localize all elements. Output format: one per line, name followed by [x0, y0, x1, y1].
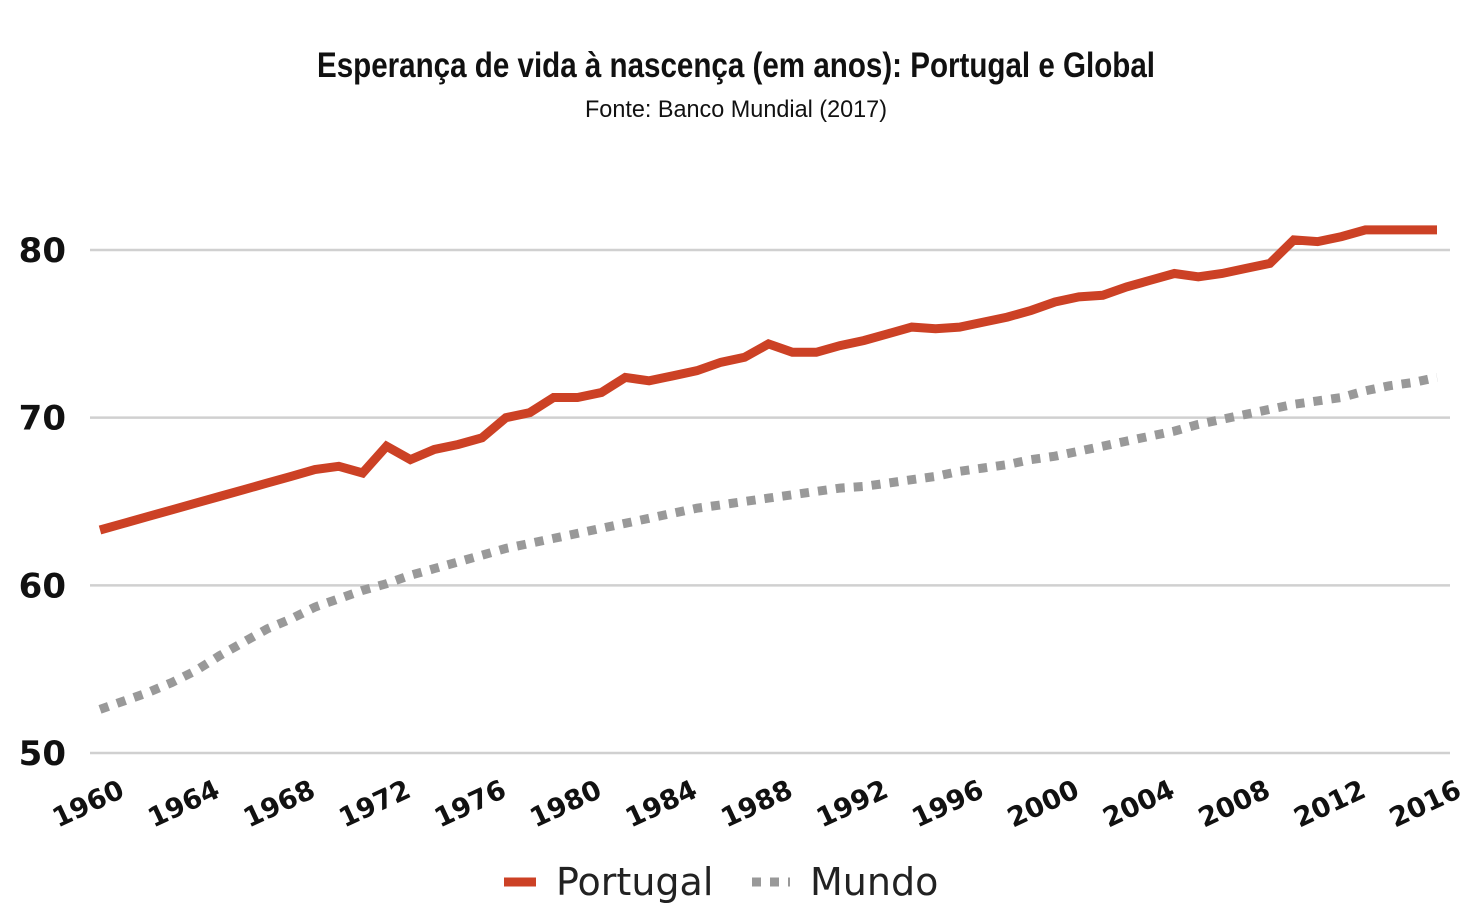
series-line-portugal	[98, 225, 1437, 535]
y-tick-label: 50	[19, 734, 66, 774]
y-tick-label: 70	[19, 399, 66, 439]
x-tick-label: 1980	[525, 774, 606, 834]
y-tick-label: 80	[19, 231, 66, 271]
gridlines	[90, 248, 1450, 755]
series-lines	[98, 225, 1438, 714]
legend: Portugal Mundo	[504, 860, 938, 904]
x-tick-label: 1972	[334, 774, 415, 834]
x-tick-label: 1992	[812, 774, 893, 834]
x-tick-label: 2004	[1098, 774, 1179, 834]
x-tick-label: 2016	[1385, 774, 1466, 834]
x-tick-label: 2008	[1194, 774, 1275, 834]
x-tick-label: 1996	[907, 774, 988, 834]
x-tick-label: 2000	[1003, 774, 1084, 834]
x-tick-label: 1960	[48, 774, 129, 834]
series-line-mundo	[98, 372, 1438, 714]
legend-label-portugal: Portugal	[556, 860, 713, 904]
chart-title: Esperança de vida à nascença (em anos): …	[317, 46, 1155, 85]
legend-label-mundo: Mundo	[810, 860, 938, 904]
y-tick-label: 60	[19, 566, 66, 606]
chart-subtitle: Fonte: Banco Mundial (2017)	[585, 96, 887, 123]
x-axis-ticks: 1960 1964 1968 1972 1976 1980 1984 1988 1992 1996…	[48, 774, 1466, 834]
x-tick-label: 1988	[716, 774, 797, 834]
x-tick-label: 1968	[239, 774, 320, 834]
x-tick-label: 2012	[1289, 774, 1370, 834]
x-tick-label: 1976	[430, 774, 511, 834]
x-tick-label: 1984	[621, 774, 702, 834]
y-axis-ticks: 50 60 70 80	[19, 231, 66, 774]
x-tick-label: 1964	[143, 774, 224, 834]
